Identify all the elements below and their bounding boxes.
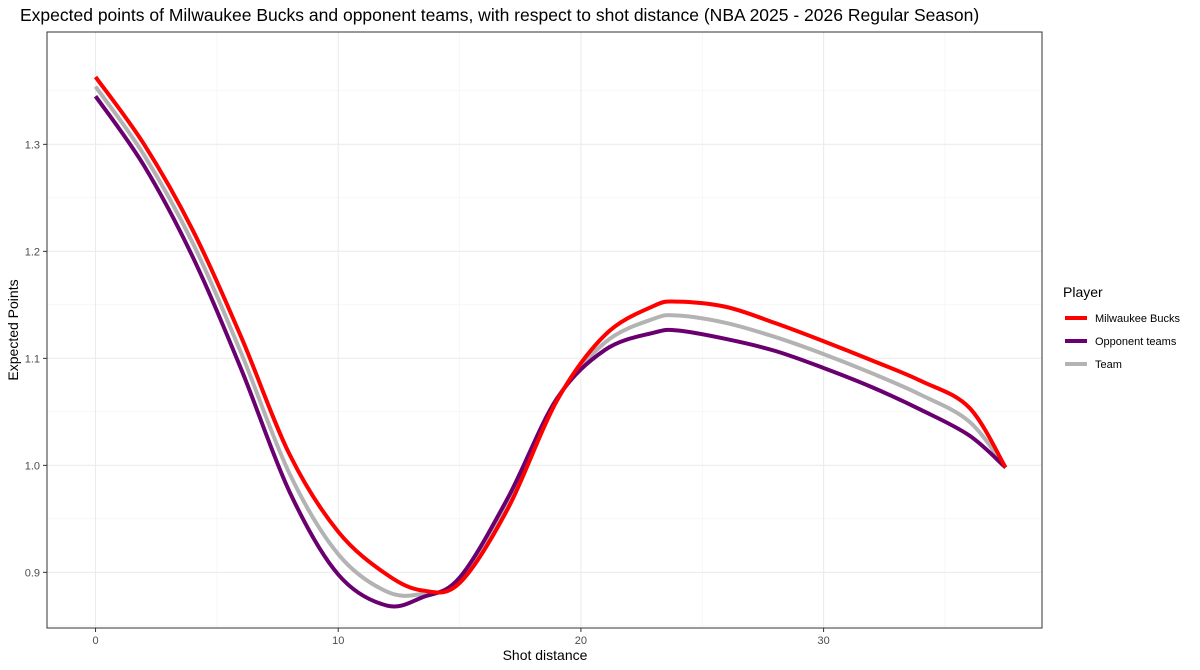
y-tick-label: 1.3 [25,139,40,151]
x-tick-label: 0 [92,635,98,647]
panel-border [46,31,1043,629]
legend-label: Team [1095,359,1122,371]
plot-area [46,31,1043,629]
y-tick-label: 1.1 [25,353,40,365]
x-tick-label: 30 [817,635,829,647]
series-line-milwaukee-bucks [93,75,1008,595]
y-tick-label: 0.9 [25,567,40,579]
x-tick-label: 20 [575,635,587,647]
series-lines [93,75,1008,609]
minor-gridlines [47,32,1042,628]
y-axis-title: Expected Points [5,279,21,380]
chart-title: Expected points of Milwaukee Bucks and o… [20,5,979,25]
major-gridlines [47,32,1042,628]
panel-background [47,32,1042,628]
y-tick-label: 1.2 [25,246,40,258]
legend-title: Player [1063,284,1103,300]
y-axis-ticks: 0.9 1.0 1.1 1.2 1.3 [25,139,47,579]
x-axis-title: Shot distance [503,647,588,663]
x-axis-ticks: 0 10 20 30 [92,628,830,647]
legend: Player Milwaukee Bucks Opponent teams Team [1063,284,1180,371]
legend-label: Opponent teams [1095,336,1177,348]
x-tick-label: 10 [332,635,344,647]
series-line-opponent-teams [93,95,1007,609]
y-tick-label: 1.0 [25,460,40,472]
legend-label: Milwaukee Bucks [1095,313,1180,325]
